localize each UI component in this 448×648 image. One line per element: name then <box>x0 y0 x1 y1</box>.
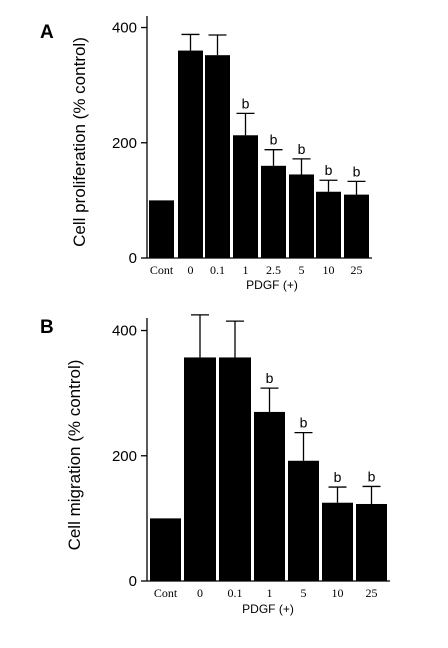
significance-label: b <box>325 162 333 178</box>
bar <box>254 411 285 581</box>
bar <box>356 503 387 581</box>
significance-label: b <box>242 95 250 111</box>
x-tick-label: 10 <box>323 263 335 277</box>
significance-labels: b b b b b <box>242 95 361 179</box>
bar <box>344 194 369 258</box>
significance-label: b <box>368 468 376 484</box>
x-tick-label: 5 <box>299 263 305 277</box>
bar <box>322 502 353 581</box>
y-tick-label: 200 <box>112 448 137 465</box>
x-tick-label: 25 <box>351 263 363 277</box>
y-tick-label: 400 <box>112 20 137 37</box>
x-tick-label: 0.1 <box>210 263 225 277</box>
x-ticks: Cont 0 0.1 1 2.5 5 10 25 <box>150 263 363 277</box>
x-tick-label: 0.1 <box>228 586 243 600</box>
significance-label: b <box>298 141 306 157</box>
y-tick-label: 0 <box>129 250 137 267</box>
bar <box>316 191 341 258</box>
y-ticks: 0 200 400 <box>112 20 147 267</box>
x-tick-label: 5 <box>301 586 307 600</box>
significance-label: b <box>334 469 342 485</box>
x-tick-label: 10 <box>332 586 344 600</box>
x-tick-label: 0 <box>197 586 203 600</box>
y-tick-label: 400 <box>112 323 137 340</box>
x-tick-label: 25 <box>366 586 378 600</box>
y-tick-label: 0 <box>129 573 137 590</box>
panel-letter-b: B <box>40 317 54 338</box>
x-tick-label: 0 <box>188 263 194 277</box>
x-tick-label: Cont <box>150 263 174 277</box>
bar <box>233 135 258 258</box>
x-tick-label: Cont <box>154 586 178 600</box>
bar <box>289 174 314 258</box>
x-tick-label: 2.5 <box>266 263 281 277</box>
bar <box>261 165 286 258</box>
y-tick-label: 200 <box>112 135 137 152</box>
x-axis-label: PDGF (+) <box>246 278 298 292</box>
significance-label: b <box>270 132 278 148</box>
bar <box>150 518 181 581</box>
bar <box>205 55 230 258</box>
significance-label: b <box>300 415 308 431</box>
significance-label: b <box>266 370 274 386</box>
bar <box>184 357 216 581</box>
bars <box>149 50 369 259</box>
y-ticks: 0 200 400 <box>112 323 147 590</box>
x-tick-label: 1 <box>243 263 249 277</box>
error-bars <box>181 33 366 195</box>
bar <box>288 460 319 581</box>
x-ticks: Cont 0 0.1 1 5 10 25 <box>154 586 378 600</box>
error-bars <box>191 314 381 504</box>
y-axis-label: Cell proliferation (% control) <box>70 37 89 247</box>
y-axis-label: Cell migration (% control) <box>65 360 84 551</box>
x-tick-label: 1 <box>267 586 273 600</box>
panel-a: A Cell proliferation (% control) 0 200 400… <box>40 16 372 292</box>
bars <box>150 357 387 581</box>
bar <box>219 357 251 581</box>
x-axis-label: PDGF (+) <box>242 602 294 616</box>
bar <box>178 50 203 259</box>
significance-labels: b b b b <box>266 370 376 485</box>
panel-letter-a: A <box>40 22 54 43</box>
significance-label: b <box>353 163 361 179</box>
bar <box>149 200 174 258</box>
